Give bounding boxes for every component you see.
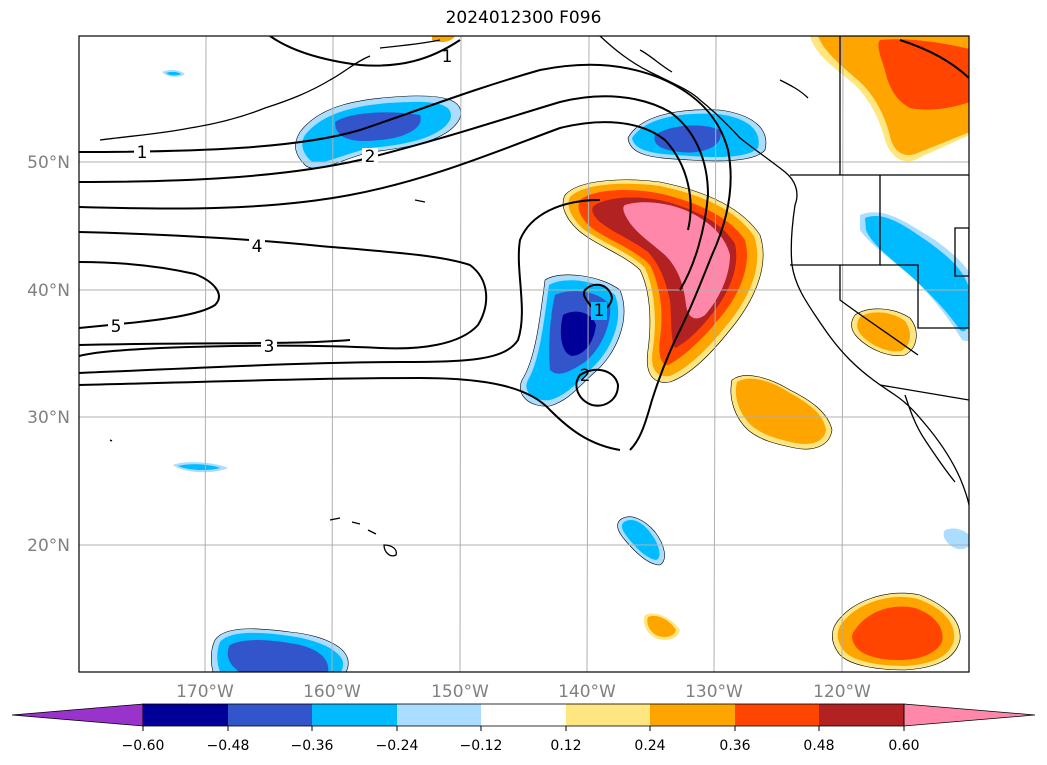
lon-label-140w: 140°W: [558, 682, 616, 702]
colorbar-ticks: [142, 726, 905, 731]
colorbar-bin-2: [228, 704, 312, 726]
colorbar-tick-label: −0.24: [376, 738, 419, 754]
colorbar-tick-label: 0.60: [888, 738, 919, 754]
graticule: [79, 36, 969, 672]
colorbar-bin-9: [819, 704, 904, 726]
colorbar-bin-8: [735, 704, 819, 726]
lon-label-130w: 130°W: [685, 682, 743, 702]
colorbar-tick-label: 0.36: [719, 738, 750, 754]
contour-label-1-west: 1: [137, 143, 148, 163]
map-title: 2024012300 F096: [445, 8, 602, 28]
colorbar-bin-6: [566, 704, 650, 726]
longitude-labels: 170°W 160°W 150°W 140°W 130°W 120°W: [176, 682, 871, 702]
colorbar-tick-label: −0.36: [291, 738, 334, 754]
colorbar-tick-label: −0.60: [122, 738, 165, 754]
colorbar-bin-7: [650, 704, 735, 726]
coastlines: [99, 36, 969, 557]
latitude-labels: 50°N 40°N 30°N 20°N: [27, 153, 70, 556]
lat-label-40n: 40°N: [27, 281, 70, 301]
colorbar-bin-4: [397, 704, 481, 726]
contour-label-2-west: 2: [365, 147, 376, 167]
contour-label-3: 3: [264, 337, 275, 357]
lon-label-150w: 150°W: [431, 682, 489, 702]
colorbar-bin-1: [143, 704, 228, 726]
colorbar-extend-low: [11, 703, 144, 727]
lat-label-20n: 20°N: [27, 536, 70, 556]
lat-label-30n: 30°N: [27, 408, 70, 428]
colorbar-extend-high: [903, 703, 1036, 727]
colorbar-bin-3: [312, 704, 397, 726]
colorbar-bin-5: [481, 704, 566, 726]
contour-label-2-center: 2: [580, 366, 591, 386]
contour-value-labels: 1 2 4 5 3 1 2 1: [108, 47, 607, 386]
colorbar-tick-label: 0.24: [634, 738, 665, 754]
positive-anomaly-fill: [432, 36, 969, 671]
contour-label-1-center: 1: [594, 301, 605, 321]
lon-label-120w: 120°W: [813, 682, 871, 702]
colorbar-tick-label: 0.12: [550, 738, 581, 754]
map-plot-area: 1 2 4 5 3 1 2 1: [79, 36, 969, 672]
colorbar-tick-label: 0.48: [803, 738, 834, 754]
contour-label-4: 4: [252, 237, 263, 257]
colorbar: −0.60 −0.48 −0.36 −0.24 −0.12 0.12 0.24 …: [11, 703, 1036, 754]
colorbar-tick-label: −0.12: [460, 738, 503, 754]
map-frame: [78, 35, 970, 673]
lon-label-160w: 160°W: [303, 682, 361, 702]
contour-label-1-north: 1: [442, 47, 453, 67]
lat-label-50n: 50°N: [27, 153, 70, 173]
contour-label-5: 5: [111, 317, 122, 337]
height-contours: [79, 36, 969, 451]
colorbar-tick-label: −0.48: [207, 738, 250, 754]
lon-label-170w: 170°W: [176, 682, 234, 702]
